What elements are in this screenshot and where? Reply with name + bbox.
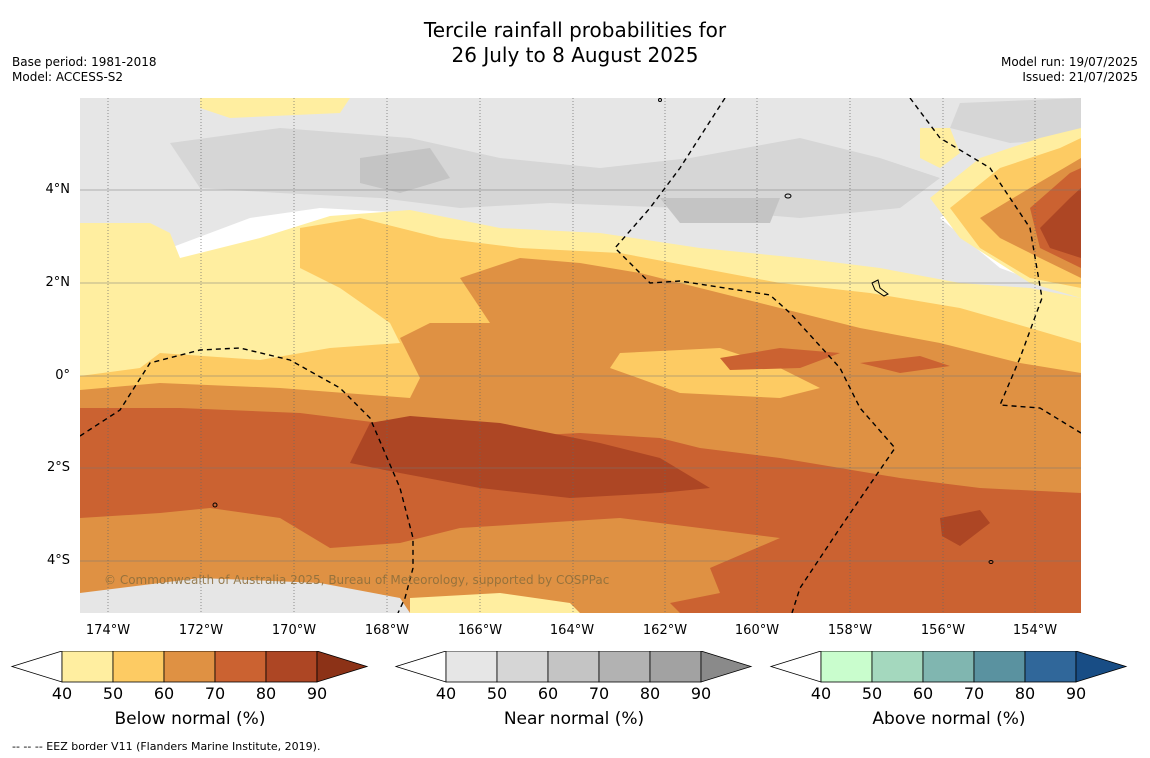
- cbar-tick: 40: [810, 684, 832, 703]
- near-normal-region-5: [660, 198, 780, 223]
- cbar-tick: 90: [1065, 684, 1087, 703]
- colorbar-above: [769, 651, 1128, 683]
- cbar-segment: [214, 651, 267, 683]
- issued-date: Issued: 21/07/2025: [1022, 70, 1138, 84]
- cbar-extend-high: [316, 651, 369, 683]
- cbar-segment: [445, 651, 498, 683]
- below-40-bottom: [410, 593, 580, 613]
- lon-label: 154°W: [1012, 623, 1058, 638]
- below-40-ne: [920, 128, 960, 168]
- colorbar-below: [10, 651, 369, 683]
- cbar-tick: 80: [255, 684, 277, 703]
- cbar-tick: 60: [912, 684, 934, 703]
- lon-label: 164°W: [549, 623, 595, 638]
- probability-map: [80, 98, 1081, 613]
- cbar-extend-low: [769, 651, 822, 683]
- cbar-segment: [547, 651, 600, 683]
- cbar-segment: [598, 651, 651, 683]
- lon-label: 172°W: [178, 623, 224, 638]
- islands: [212, 98, 994, 564]
- colorbar-title-near: Near normal (%): [503, 709, 645, 729]
- cbar-segment: [922, 651, 975, 683]
- lon-label: 156°W: [920, 623, 966, 638]
- cbar-segment: [871, 651, 924, 683]
- eez-footnote: -- -- -- EEZ border V11 (Flanders Marine…: [12, 740, 321, 753]
- cbar-tick: 80: [639, 684, 661, 703]
- title-line-2: 26 July to 8 August 2025: [451, 43, 699, 67]
- copyright-note: © Commonwealth of Australia 2025, Bureau…: [104, 573, 610, 587]
- meta-left: Base period: 1981-2018 Model: ACCESS-S2: [12, 55, 157, 85]
- lat-label: 2°N: [45, 275, 71, 290]
- cbar-tick: 70: [963, 684, 985, 703]
- cbar-tick: 60: [537, 684, 559, 703]
- lat-label: 0°: [55, 368, 70, 383]
- cbar-segment: [61, 651, 114, 683]
- lon-label: 160°W: [734, 623, 780, 638]
- cbar-tick: 50: [861, 684, 883, 703]
- colorbar-title-below: Below normal (%): [114, 709, 266, 729]
- cbar-segment: [496, 651, 549, 683]
- cbar-segment: [112, 651, 165, 683]
- lat-label: 4°S: [46, 553, 70, 568]
- cbar-tick: 90: [306, 684, 328, 703]
- cbar-segment: [820, 651, 873, 683]
- below-60-inner: [610, 348, 820, 398]
- model-run: Model run: 19/07/2025: [1000, 55, 1138, 69]
- near-normal-region-6: [950, 98, 1081, 143]
- cbar-tick: 70: [588, 684, 610, 703]
- lon-label: 174°W: [85, 623, 131, 638]
- colorbar-title-above: Above normal (%): [872, 709, 1026, 729]
- below-70-blob-2: [860, 356, 950, 373]
- lat-label: 4°N: [45, 182, 71, 197]
- cbar-tick: 60: [153, 684, 175, 703]
- colorbar-near: [394, 651, 753, 683]
- cbar-tick: 40: [435, 684, 457, 703]
- meridians: [107, 98, 1036, 613]
- cbar-extend-high: [1075, 651, 1128, 683]
- cbar-segment: [163, 651, 216, 683]
- cbar-tick: 40: [51, 684, 73, 703]
- lon-label: 162°W: [642, 623, 688, 638]
- lon-label: 166°W: [457, 623, 503, 638]
- below-40-top: [200, 98, 350, 118]
- cbar-segment: [1024, 651, 1077, 683]
- cbar-extend-low: [10, 651, 63, 683]
- below-80-ne: [1040, 188, 1081, 258]
- meta-right: Model run: 19/07/2025 Issued: 21/07/2025: [1001, 55, 1138, 85]
- model-name: Model: ACCESS-S2: [12, 70, 124, 84]
- below-80-region: [350, 416, 710, 498]
- base-period: Base period: 1981-2018: [12, 55, 157, 69]
- cbar-segment: [973, 651, 1026, 683]
- lon-label: 158°W: [827, 623, 873, 638]
- title-line-1: Tercile rainfall probabilities for: [423, 18, 727, 42]
- cbar-extend-low: [394, 651, 447, 683]
- cbar-tick: 90: [690, 684, 712, 703]
- below-70-region: [80, 408, 1081, 613]
- lon-label: 170°W: [271, 623, 317, 638]
- near-normal-region-4: [360, 148, 450, 193]
- near-normal-bottom: [80, 578, 410, 613]
- eez-borders: [80, 98, 1081, 613]
- cbar-extend-high: [700, 651, 753, 683]
- below-70-blob: [720, 348, 840, 370]
- near-normal-region-2: [170, 128, 940, 218]
- parallels: [80, 189, 1081, 562]
- cbar-segment: [649, 651, 702, 683]
- cbar-tick: 50: [486, 684, 508, 703]
- cbar-tick: 80: [1014, 684, 1036, 703]
- below-80-blob: [940, 510, 990, 546]
- lat-label: 2°S: [46, 460, 70, 475]
- map-title: Tercile rainfall probabilities for 26 Ju…: [0, 18, 1150, 68]
- cbar-segment: [265, 651, 318, 683]
- cbar-tick: 70: [204, 684, 226, 703]
- cbar-tick: 50: [102, 684, 124, 703]
- lon-label: 168°W: [364, 623, 410, 638]
